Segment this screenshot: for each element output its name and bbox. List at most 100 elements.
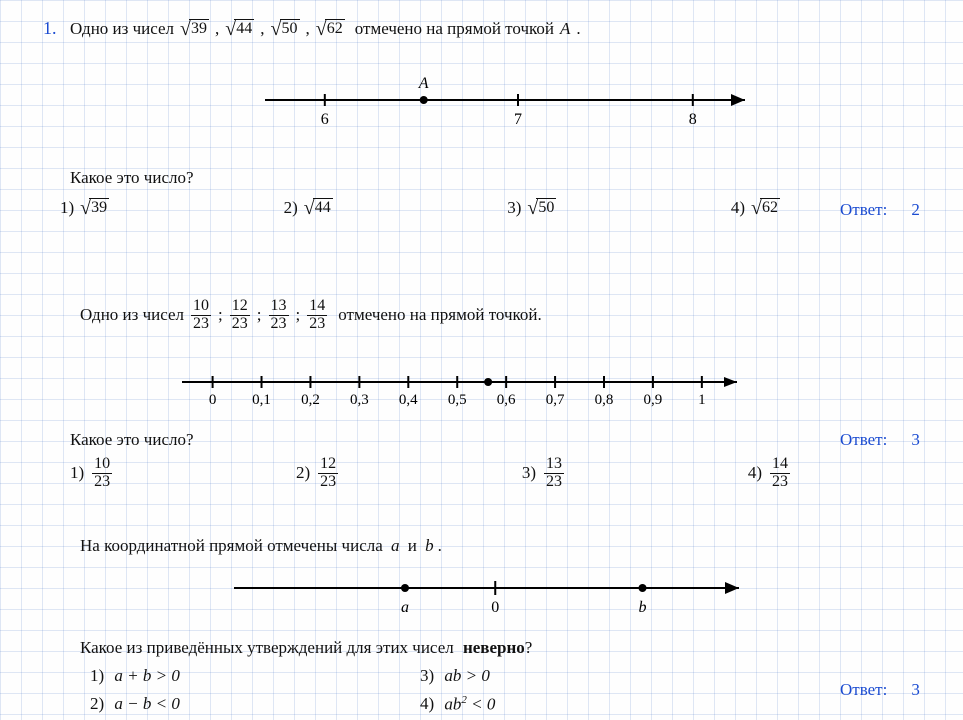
- sep: ,: [215, 19, 219, 39]
- p3-option-1: 1) a + b > 0: [90, 666, 420, 686]
- p3-option-3: 3) ab > 0: [420, 666, 680, 686]
- p1-numberline: 6 7 8 A: [255, 72, 755, 132]
- svg-text:0,5: 0,5: [448, 392, 467, 408]
- opt-num: 2): [296, 463, 310, 483]
- opt-num: 4): [731, 198, 745, 218]
- p2-statement: Одно из чисел 1023 ; 1223 ; 1323 ; 1423 …: [80, 298, 542, 333]
- svg-text:7: 7: [514, 111, 522, 128]
- p3-answer: Ответ: 3: [840, 680, 920, 700]
- p3-var-b: b: [425, 536, 434, 555]
- answer-label: Ответ:: [840, 680, 887, 700]
- svg-text:0: 0: [209, 392, 217, 408]
- p3-text-a: На координатной прямой отмечены числа: [80, 536, 383, 555]
- opt-num: 2): [284, 198, 298, 218]
- opt-num: 3): [522, 463, 536, 483]
- sep: ;: [296, 305, 301, 325]
- p1-option-4: 4) √62: [731, 198, 780, 218]
- opt-expr: a + b > 0: [114, 666, 179, 686]
- svg-text:b: b: [639, 599, 647, 616]
- opt-num: 1): [70, 463, 84, 483]
- p1-point-name: A: [560, 19, 570, 39]
- opt-num: 4): [420, 694, 434, 714]
- opt-expr: a − b < 0: [114, 694, 179, 714]
- svg-text:6: 6: [321, 111, 329, 128]
- opt-num: 1): [90, 666, 104, 686]
- sqrt-icon: √39: [180, 19, 209, 39]
- sqrt-icon: √44: [304, 198, 333, 218]
- p2-subquestion: Какое это число?: [70, 430, 194, 450]
- p3-subq-a: Какое из приведённых утверждений для эти…: [80, 638, 454, 657]
- sqrt-icon: √62: [316, 19, 345, 39]
- opt-num: 4): [748, 463, 762, 483]
- p2-prefix: Одно из чисел: [80, 305, 184, 325]
- svg-text:0,6: 0,6: [497, 392, 516, 408]
- fraction-icon: 1023: [191, 298, 211, 333]
- svg-text:0,1: 0,1: [252, 392, 271, 408]
- p3-and: и: [408, 536, 417, 555]
- p1-option-3: 3)√50: [507, 198, 556, 218]
- answer-value: 3: [911, 430, 920, 450]
- svg-text:0,8: 0,8: [595, 392, 614, 408]
- sep: ,: [306, 19, 310, 39]
- p2-option-1: 1) 1023: [70, 456, 112, 491]
- p1-option-2: 2) √44: [284, 198, 333, 218]
- fraction-icon: 1223: [318, 456, 338, 491]
- p3-subquestion: Какое из приведённых утверждений для эти…: [80, 638, 532, 658]
- svg-text:a: a: [401, 599, 409, 616]
- p2-option-3: 3) 1323: [522, 456, 564, 491]
- p3-numberline: 0 a b: [222, 566, 752, 621]
- question-number: 1.: [43, 18, 57, 39]
- p1-suffix-a: отмечено на прямой точкой: [355, 19, 554, 39]
- svg-text:0,2: 0,2: [301, 392, 320, 408]
- page: { "page": { "background_color": "#fefefe…: [0, 0, 963, 720]
- p2-options: 1) 1023 2) 1223 3) 1323 4) 1423: [70, 456, 790, 491]
- p3-option-2: 2) a − b < 0: [90, 694, 420, 715]
- p2-suffix: отмечено на прямой точкой.: [338, 305, 542, 325]
- p1-suffix-dot: .: [576, 19, 580, 39]
- svg-text:0,7: 0,7: [546, 392, 565, 408]
- p3-var-a: a: [391, 536, 400, 555]
- p2-numberline: 0 0,1 0,2 0,3 0,4 0,5 0,6 0,7 0,8 0,9 1: [170, 360, 750, 415]
- p3-options: 1) a + b > 0 3) ab > 0 2) a − b < 0 4) a…: [90, 666, 680, 715]
- sqrt-icon: √50: [527, 198, 556, 218]
- p3-option-4: 4) ab2 < 0: [420, 694, 680, 715]
- p1-statement: Одно из чисел √39 , √44 , √50 , √62 отме…: [70, 19, 581, 39]
- p3-statement: На координатной прямой отмечены числа a …: [80, 536, 442, 556]
- sqrt-icon: √44: [225, 19, 254, 39]
- p3-subq-c: ?: [525, 638, 533, 657]
- svg-text:0: 0: [491, 599, 499, 616]
- svg-text:0,3: 0,3: [350, 392, 369, 408]
- answer-label: Ответ:: [840, 430, 887, 450]
- p1-answer: Ответ: 2: [840, 200, 920, 220]
- sqrt-icon: √50: [271, 19, 300, 39]
- opt-expr: ab > 0: [444, 666, 489, 686]
- answer-value: 3: [911, 680, 920, 700]
- sqrt-icon: √62: [751, 198, 780, 218]
- p3-dot: .: [438, 536, 442, 555]
- fraction-icon: 1323: [544, 456, 564, 491]
- opt-num: 2): [90, 694, 104, 714]
- sep: ;: [218, 305, 223, 325]
- svg-text:0,9: 0,9: [644, 392, 663, 408]
- opt-num: 3): [420, 666, 434, 686]
- sep: ;: [257, 305, 262, 325]
- svg-text:0,4: 0,4: [399, 392, 418, 408]
- p2-answer: Ответ: 3: [840, 430, 920, 450]
- p2-option-4: 4) 1423: [748, 456, 790, 491]
- fraction-icon: 1223: [230, 298, 250, 333]
- answer-label: Ответ:: [840, 200, 887, 220]
- opt-num: 1): [60, 198, 74, 218]
- p3-subq-b: неверно: [463, 638, 525, 657]
- fraction-icon: 1323: [269, 298, 289, 333]
- p1-options: 1) √39 2) √44 3)√50 4) √62: [60, 198, 780, 218]
- fraction-icon: 1023: [92, 456, 112, 491]
- fraction-icon: 1423: [770, 456, 790, 491]
- opt-expr: ab2 < 0: [444, 694, 495, 715]
- svg-text:8: 8: [689, 111, 697, 128]
- fraction-icon: 1423: [307, 298, 327, 333]
- p1-prefix: Одно из чисел: [70, 19, 174, 39]
- svg-text:A: A: [418, 75, 429, 92]
- sqrt-icon: √39: [80, 198, 109, 218]
- answer-value: 2: [911, 200, 920, 220]
- svg-text:1: 1: [698, 392, 706, 408]
